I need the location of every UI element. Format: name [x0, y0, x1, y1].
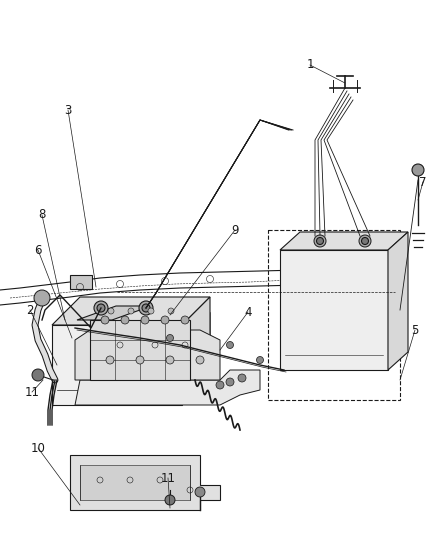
Polygon shape	[70, 275, 92, 289]
Text: 1: 1	[306, 59, 314, 71]
Circle shape	[121, 316, 129, 324]
Text: 3: 3	[64, 103, 72, 117]
Polygon shape	[80, 465, 190, 500]
Circle shape	[108, 308, 114, 314]
Polygon shape	[280, 232, 408, 250]
Circle shape	[257, 357, 264, 364]
Text: 5: 5	[411, 324, 419, 336]
Polygon shape	[77, 306, 151, 320]
Circle shape	[412, 164, 424, 176]
Circle shape	[161, 316, 169, 324]
Circle shape	[361, 238, 368, 245]
Circle shape	[314, 235, 326, 247]
Polygon shape	[388, 232, 408, 370]
Polygon shape	[182, 297, 210, 405]
Text: 2: 2	[26, 303, 34, 317]
Text: 6: 6	[34, 244, 42, 256]
Circle shape	[238, 374, 246, 382]
Text: 8: 8	[38, 208, 46, 222]
Text: 10: 10	[31, 441, 46, 455]
Circle shape	[97, 304, 105, 312]
Circle shape	[141, 316, 149, 324]
Text: 9: 9	[231, 223, 239, 237]
Circle shape	[195, 487, 205, 497]
Circle shape	[106, 356, 114, 364]
Text: 11: 11	[160, 472, 176, 484]
Circle shape	[101, 316, 109, 324]
Polygon shape	[70, 455, 220, 510]
Polygon shape	[52, 297, 210, 325]
Polygon shape	[75, 330, 220, 380]
Circle shape	[148, 308, 154, 314]
Circle shape	[317, 238, 324, 245]
Circle shape	[226, 342, 233, 349]
Text: 11: 11	[25, 385, 39, 399]
Circle shape	[128, 308, 134, 314]
Circle shape	[136, 356, 144, 364]
Circle shape	[165, 495, 175, 505]
Circle shape	[168, 308, 174, 314]
Polygon shape	[75, 370, 260, 405]
Text: 4: 4	[244, 305, 252, 319]
Circle shape	[166, 356, 174, 364]
Circle shape	[34, 290, 50, 306]
Circle shape	[196, 356, 204, 364]
Polygon shape	[52, 325, 182, 405]
Circle shape	[359, 235, 371, 247]
Circle shape	[216, 381, 224, 389]
Polygon shape	[280, 250, 388, 370]
Circle shape	[142, 304, 150, 312]
Circle shape	[166, 335, 173, 342]
Circle shape	[32, 369, 44, 381]
Text: 7: 7	[419, 175, 427, 189]
Circle shape	[181, 316, 189, 324]
Polygon shape	[90, 320, 190, 380]
Circle shape	[226, 378, 234, 386]
Circle shape	[94, 301, 108, 315]
Circle shape	[139, 301, 153, 315]
